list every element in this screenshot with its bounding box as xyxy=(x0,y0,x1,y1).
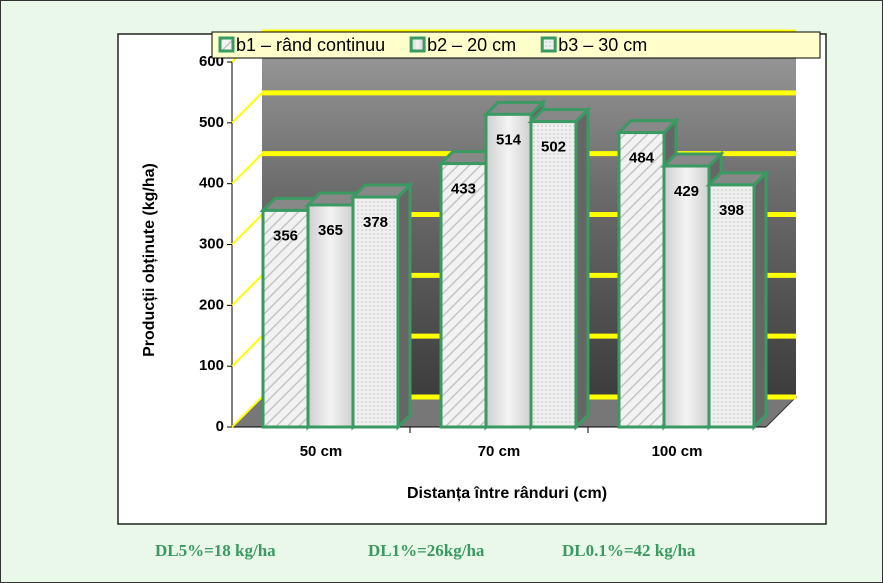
bar-front xyxy=(664,166,709,427)
legend-label: b1 – rând continuu xyxy=(236,35,385,55)
bar-front xyxy=(531,122,576,427)
bar-top xyxy=(353,185,410,197)
bar-front xyxy=(353,197,398,427)
bar-top xyxy=(619,121,676,133)
note: DL1%=26kg/ha xyxy=(368,541,485,560)
y-tick-label: 200 xyxy=(199,296,224,313)
y-tick-label: 500 xyxy=(199,114,224,131)
value-label: 398 xyxy=(719,202,744,219)
bar-side xyxy=(398,185,410,427)
chart: Producții obținute (kg/ha) Distanța într… xyxy=(0,0,883,583)
x-tick-label: 50 cm xyxy=(300,443,343,460)
y-tick-label: 300 xyxy=(199,235,224,252)
value-label: 484 xyxy=(629,150,655,167)
bar-top xyxy=(664,154,721,166)
bar-front xyxy=(441,164,486,427)
plot xyxy=(227,32,796,433)
value-label: 502 xyxy=(541,139,566,156)
legend-swatch xyxy=(220,38,233,51)
x-tick-label: 100 cm xyxy=(652,443,703,460)
bar xyxy=(531,110,588,427)
bar-side xyxy=(754,173,766,427)
legend-swatch xyxy=(542,38,555,51)
x-axis-label: Distanța între rânduri (cm) xyxy=(407,485,607,502)
y-axis-label: Producții obținute (kg/ha) xyxy=(141,163,158,357)
legend-swatch xyxy=(411,38,424,51)
y-tick-label: 400 xyxy=(199,175,224,192)
bar-top xyxy=(486,102,543,114)
y-tick-label: 0 xyxy=(216,418,224,435)
legend-label: b2 – 20 cm xyxy=(427,35,516,55)
bar-top xyxy=(709,173,766,185)
legend-label: b3 – 30 cm xyxy=(558,35,647,55)
note: DL5%=18 kg/ha xyxy=(155,541,276,560)
legend: b1 – rând continuu b2 – 20 cm b3 – 30 cm xyxy=(212,32,820,58)
x-tick-label: 70 cm xyxy=(478,443,521,460)
bar-front xyxy=(486,114,531,427)
value-label: 356 xyxy=(273,227,298,244)
bar-front xyxy=(709,185,754,427)
bar-front xyxy=(619,133,664,427)
value-label: 433 xyxy=(451,181,476,198)
bar-top xyxy=(531,110,588,122)
value-label: 365 xyxy=(318,222,343,239)
value-label: 514 xyxy=(496,131,522,148)
bar-side xyxy=(576,110,588,427)
y-tick-label: 100 xyxy=(199,357,224,374)
value-label: 378 xyxy=(363,214,388,231)
value-label: 429 xyxy=(674,183,699,200)
note: DL0.1%=42 kg/ha xyxy=(562,541,696,560)
